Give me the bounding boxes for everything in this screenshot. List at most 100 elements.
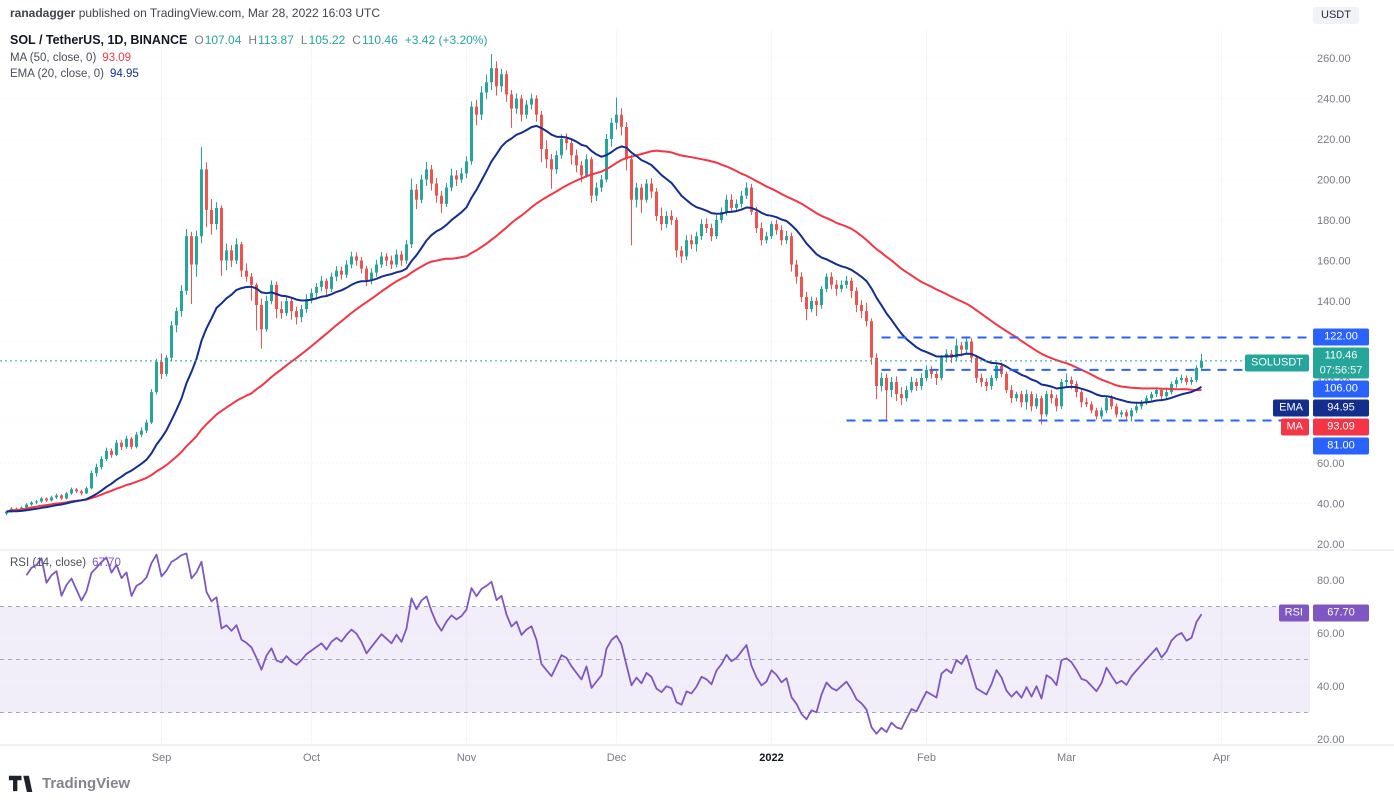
axis-tick-label: Feb [917, 752, 936, 764]
candle-body [30, 502, 33, 505]
candle-body [520, 98, 523, 115]
axis-tick-label: Dec [607, 752, 627, 764]
candle-body [125, 438, 128, 447]
candle-body [800, 276, 803, 297]
candle-body [860, 305, 863, 312]
candle-body [655, 191, 658, 216]
ma-legend-label[interactable]: MA (50, close, 0) [10, 52, 97, 64]
candle-body [940, 357, 943, 378]
candle-body [100, 458, 103, 468]
candle-body [180, 290, 183, 312]
ema-line [6, 124, 1202, 513]
ma-legend-value: 93.09 [102, 52, 132, 64]
candle-body [1015, 394, 1018, 399]
candle-body [735, 203, 738, 208]
candle-body [440, 195, 443, 204]
candle-body [965, 341, 968, 350]
axis-tick-label: 240.00 [1317, 94, 1351, 106]
candle-body [1095, 410, 1098, 417]
candle-body [1165, 392, 1168, 397]
candle-body [1115, 406, 1118, 415]
candle-body [850, 280, 853, 291]
candle-body [870, 321, 873, 358]
candle-body [130, 438, 133, 447]
axis-tick-label: 80.00 [1317, 418, 1345, 430]
ohlc-values: O107.04 H113.87 L105.22 C110.46 [187, 31, 397, 48]
candle-body [1050, 394, 1053, 399]
candle-body [395, 254, 398, 265]
candle-body [905, 390, 908, 399]
candle-body [825, 276, 828, 289]
candle-body [370, 272, 373, 281]
candle-body [35, 501, 38, 503]
time-axis[interactable]: Sep Oct Nov Dec 2022 Feb Mar Apr [152, 752, 1231, 764]
axis-tick-label: 40.00 [1317, 681, 1345, 693]
candle-body [795, 264, 798, 277]
candle-body [105, 450, 108, 459]
candle-body [985, 382, 988, 387]
candle-body [625, 126, 628, 160]
candle-body [530, 98, 533, 105]
rsi-legend-label[interactable]: RSI (14, close) [10, 557, 87, 569]
axis-tick-label: 140.00 [1317, 296, 1351, 308]
candle-body [450, 175, 453, 188]
candle-body [1110, 398, 1113, 407]
candle-body [340, 270, 343, 275]
candle-body [265, 301, 268, 330]
rsi-line [25, 552, 1203, 735]
candle-body [175, 311, 178, 326]
candle-body [975, 357, 978, 378]
tradingview-logo-icon[interactable] [8, 773, 35, 793]
ohlc-value: 110.46 [361, 33, 398, 47]
candle-body [580, 165, 583, 176]
candle-body [615, 114, 618, 123]
candle-body [1005, 373, 1008, 391]
candle-body [410, 189, 413, 245]
candle-body [745, 187, 748, 196]
candle-body [1060, 382, 1063, 407]
candle-body [245, 270, 248, 277]
axis-tick-label: Sep [152, 752, 172, 764]
candle-body [640, 187, 643, 200]
candle-body [385, 256, 388, 261]
axis-tick-label: Mar [1057, 752, 1076, 764]
candle-body [485, 82, 488, 93]
rsi-legend-value: 67.70 [92, 557, 121, 569]
candle-body [760, 228, 763, 241]
candle-body [460, 173, 463, 180]
candle-body [215, 207, 218, 225]
candle-body [1040, 398, 1043, 415]
rsi-legend: RSI (14, close) 67.70 [10, 554, 121, 570]
candle-body [600, 179, 603, 188]
candle-body [1105, 398, 1108, 411]
candle-body [545, 149, 548, 160]
tradingview-logo-text[interactable]: TradingView [42, 774, 131, 792]
candle-body [755, 211, 758, 229]
axis-tick-label: 200.00 [1317, 175, 1351, 187]
candle-body [630, 159, 633, 200]
candle-body [740, 195, 743, 204]
candle-body [375, 264, 378, 273]
price-axis[interactable]: 260.00 240.00 220.00 200.00 180.00 160.00 140.… [1317, 53, 1351, 746]
candle-body [235, 244, 238, 261]
candle-body [900, 394, 903, 399]
candle-body [295, 311, 298, 318]
candle-body [290, 301, 293, 312]
candle-body [1035, 398, 1038, 407]
candle-body [145, 422, 148, 431]
chart-legend: SOL / TetherUS, 1D, BINANCE O107.04 H113.8… [10, 31, 487, 81]
candle-body [500, 74, 503, 87]
candle-body [430, 169, 433, 184]
axis-tick-label: 20.00 [1317, 539, 1345, 551]
candle-body [1150, 394, 1153, 399]
rsi-band [0, 606, 1310, 713]
ema-legend-label[interactable]: EMA (20, close, 0) [10, 68, 104, 80]
candle-body [455, 175, 458, 180]
candle-body [920, 377, 923, 387]
candle-body [1100, 410, 1103, 417]
candle-body [765, 236, 768, 241]
candle-body [170, 325, 173, 358]
symbol-title[interactable]: SOL / TetherUS, 1D, BINANCE [10, 33, 188, 47]
